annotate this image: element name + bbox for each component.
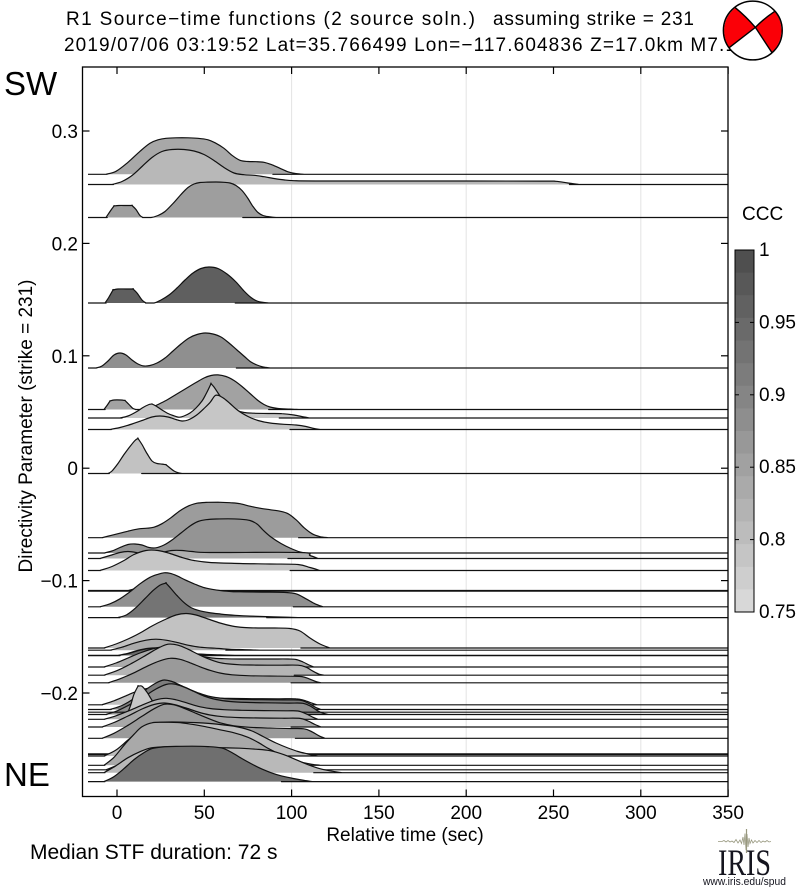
svg-text:2019/07/06 03:19:52 Lat=35.76: 2019/07/06 03:19:52 Lat=35.766499 Lon=−1… [64,35,736,56]
svg-text:0.95: 0.95 [759,312,796,333]
svg-text:IRIS: IRIS [718,843,771,884]
svg-text:SW: SW [4,65,58,102]
svg-text:0.9: 0.9 [759,385,785,406]
svg-text:Directivity Parameter (strike: Directivity Parameter (strike = 231) [16,280,37,573]
svg-text:0.1: 0.1 [52,347,78,368]
svg-text:0.3: 0.3 [52,122,78,143]
svg-text:300: 300 [625,803,657,824]
svg-text:Median STF duration: 72 s: Median STF duration: 72 s [30,841,277,864]
svg-text:assuming strike = 231: assuming strike = 231 [493,9,694,30]
svg-text:350: 350 [712,803,744,824]
svg-text:NE: NE [4,756,50,793]
svg-text:1: 1 [759,240,770,261]
svg-text:0.2: 0.2 [52,234,78,255]
svg-text:150: 150 [363,803,395,824]
svg-text:50: 50 [194,803,215,824]
svg-text:100: 100 [276,803,308,824]
svg-text:0: 0 [112,803,123,824]
svg-text:0: 0 [67,459,78,480]
svg-text:0.75: 0.75 [759,602,796,623]
svg-text:Relative time (sec): Relative time (sec) [326,825,483,846]
svg-text:−0.1: −0.1 [40,572,78,593]
svg-text:−0.2: −0.2 [40,684,78,705]
svg-text:0.8: 0.8 [759,530,785,551]
svg-text:0.85: 0.85 [759,457,796,478]
svg-text:CCC: CCC [742,204,783,225]
svg-text:R1 Source−time functions (2 so: R1 Source−time functions (2 source soln.… [66,9,475,30]
svg-text:200: 200 [450,803,482,824]
svg-text:250: 250 [538,803,570,824]
svg-text:www.iris.edu/spud: www.iris.edu/spud [702,876,786,887]
